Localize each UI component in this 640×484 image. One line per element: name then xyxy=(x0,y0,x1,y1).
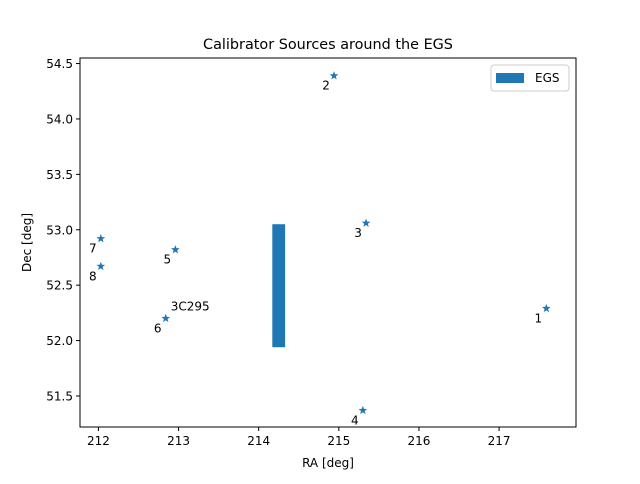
star-marker xyxy=(358,405,368,415)
legend: EGS xyxy=(490,64,570,92)
point-label: 8 xyxy=(89,269,97,283)
annotation-label: 3C295 xyxy=(171,299,210,313)
y-tick-label: 54.5 xyxy=(46,57,73,71)
star-marker xyxy=(170,245,180,254)
point-label: 4 xyxy=(351,413,359,427)
y-axis-label: Dec [deg] xyxy=(20,213,34,272)
legend-label-egs: EGS xyxy=(535,71,560,85)
star-marker xyxy=(361,218,371,227)
egs-bar xyxy=(272,224,286,348)
y-axis-ticks: 51.5 52.0 52.5 53.0 53.5 54.0 54.5 xyxy=(46,57,80,403)
chart-title: Calibrator Sources around the EGS xyxy=(203,37,453,53)
legend-swatch-egs xyxy=(496,73,524,83)
x-axis-ticks: 212 213 214 215 216 217 xyxy=(87,427,511,448)
point-label: 6 xyxy=(154,321,162,335)
star-marker xyxy=(96,261,106,271)
point-label: 3 xyxy=(354,226,362,240)
x-tick-label: 213 xyxy=(167,434,190,448)
point-label: 5 xyxy=(164,253,172,267)
y-tick-label: 53.5 xyxy=(46,168,73,182)
plot-area-frame xyxy=(79,57,577,428)
x-tick-label: 214 xyxy=(247,434,270,448)
y-tick-label: 52.0 xyxy=(46,334,73,348)
star-marker xyxy=(541,303,551,313)
x-tick-label: 217 xyxy=(488,434,511,448)
plot-marks: 1 2 3 4 5 6 7 8 3C295 xyxy=(89,71,551,427)
y-tick-label: 53.0 xyxy=(46,223,73,237)
y-tick-label: 54.0 xyxy=(46,112,73,126)
x-tick-label: 212 xyxy=(87,434,110,448)
x-tick-label: 215 xyxy=(327,434,350,448)
y-tick-label: 51.5 xyxy=(46,389,73,403)
star-marker xyxy=(329,71,339,80)
star-marker xyxy=(96,234,106,243)
x-axis-label: RA [deg] xyxy=(302,456,354,470)
point-label: 1 xyxy=(535,311,543,325)
legend-frame xyxy=(490,64,570,92)
y-tick-label: 52.5 xyxy=(46,279,73,293)
star-marker xyxy=(161,313,171,323)
point-label: 7 xyxy=(89,242,97,256)
x-tick-label: 216 xyxy=(407,434,430,448)
point-label: 2 xyxy=(322,79,330,93)
